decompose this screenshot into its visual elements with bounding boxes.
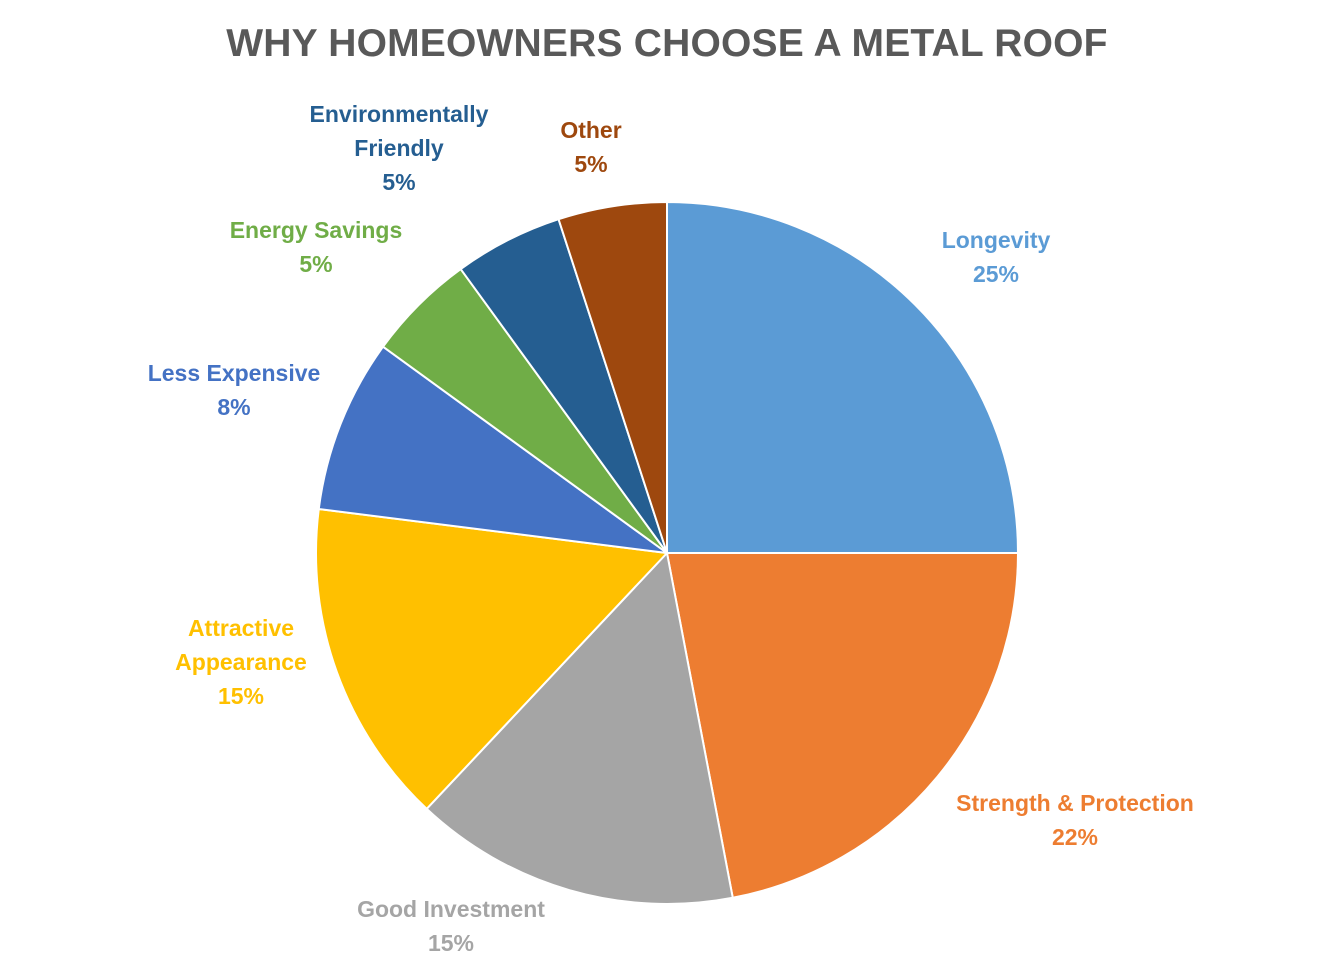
slice-name-line: Environmentally [310, 101, 489, 127]
slice-name-line: Attractive [188, 615, 294, 641]
slice-name-line: Energy Savings [230, 217, 403, 243]
slice-name-line: Strength & Protection [956, 790, 1194, 816]
slice-label-environmentally-friendly: Environmentally Friendly 5% [310, 101, 489, 195]
slice-label-energy-savings: Energy Savings 5% [230, 217, 403, 277]
slice-label-less-expensive: Less Expensive 8% [148, 360, 321, 420]
slice-name-line: Longevity [942, 227, 1051, 253]
slice-percent: 5% [382, 169, 415, 195]
slice-name-line: Friendly [354, 135, 444, 161]
pie-slice-longevity [666, 201, 1019, 554]
slice-label-other: Other 5% [560, 117, 621, 177]
slice-label-good-investment: Good Investment 15% [357, 896, 545, 956]
slice-percent: 22% [1052, 824, 1098, 850]
slice-percent: 25% [973, 261, 1019, 287]
slice-percent: 15% [428, 930, 474, 956]
slice-label-attractive-appearance: Attractive Appearance 15% [175, 615, 307, 709]
slice-name-line: Less Expensive [148, 360, 321, 386]
slice-name-line: Appearance [175, 649, 307, 675]
pie-slices [315, 201, 1019, 905]
slice-percent: 5% [299, 251, 332, 277]
pie-slice-attractive-appearance [315, 508, 668, 810]
chart-title: WHY HOMEOWNERS CHOOSE A METAL ROOF [226, 22, 1108, 65]
pie-slice-good-investment [425, 552, 734, 905]
slice-label-strength-protection: Strength & Protection 22% [956, 790, 1194, 850]
pie-slice-strength-protection [666, 552, 1019, 899]
slice-name-line: Good Investment [357, 896, 545, 922]
slice-label-longevity: Longevity 25% [942, 227, 1051, 287]
pie-slice-other [557, 201, 668, 554]
slice-percent: 15% [218, 683, 264, 709]
slice-percent: 8% [217, 394, 250, 420]
slice-labels: Longevity 25% Strength & Protection 22% Good… [148, 101, 1194, 956]
slice-percent: 5% [574, 151, 607, 177]
slice-name-line: Other [560, 117, 621, 143]
pie-slice-less-expensive [317, 345, 668, 554]
